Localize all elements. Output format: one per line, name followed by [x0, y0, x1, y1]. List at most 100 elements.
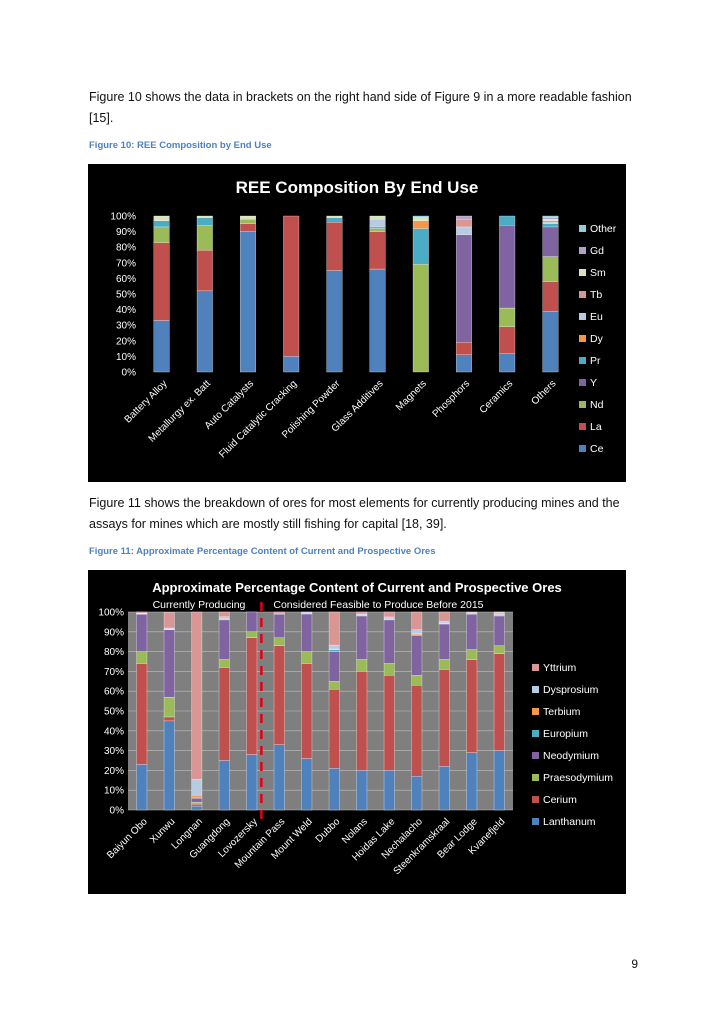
chart-ree-composition: REE Composition By End Use 0% 10% 20% 30% 40%…	[88, 164, 626, 482]
bar-segment-xunwu-neodymium	[163, 629, 175, 698]
bar-segment-others-eu	[542, 222, 559, 224]
bar-segment-steenkramskraal-dysprosium	[438, 620, 450, 624]
bar-segment-lovozersky-lanthanum	[246, 754, 258, 811]
y-tick-label: 40%	[116, 305, 136, 316]
bar-segment-others-y	[542, 226, 559, 257]
legend-swatch-nd	[579, 401, 586, 408]
bar-segment-kvanefjeld-praesodymium	[493, 645, 505, 654]
bar-segment-phosphors-tb	[456, 218, 472, 228]
bar-segment-guangdong-praesodymium	[218, 659, 230, 668]
annotation-feasible-before-2015: Considered Feasible to Produce Before 20…	[273, 599, 483, 611]
y-tick-label: 100%	[98, 608, 124, 619]
bar-segment-metallurgy-ex-batt-la	[196, 250, 213, 292]
legend-swatch-praesodymium	[532, 774, 539, 781]
legend-swatch-neodymium	[532, 752, 539, 759]
bar-segment-longnan-yttrium	[191, 611, 203, 780]
paragraph-figure10-intro: Figure 10 shows the data in brackets on …	[89, 90, 632, 125]
legend-label-tb: Tb	[590, 289, 602, 301]
bar-segment-steenkramskraal-lanthanum	[438, 766, 450, 811]
legend-label-other: Other	[590, 223, 617, 235]
bar-segment-mountain-pass-cerium	[273, 645, 285, 745]
x-tick-label: Baiyun Obo	[105, 816, 150, 861]
legend-label-sm: Sm	[590, 267, 606, 279]
bar-segment-dubbo-lanthanum	[328, 768, 340, 811]
bar-segment-phosphors-la	[456, 342, 472, 355]
bar-segment-bear-lodge-yttrium	[466, 611, 478, 613]
bar-segment-polishing-powder-sm	[326, 215, 343, 218]
bar-segment-steenkramskraal-cerium	[438, 669, 450, 767]
y-tick-label: 0%	[110, 806, 125, 817]
bar-segment-battery-alloy-la	[153, 242, 170, 321]
x-tick-label: Ceramics	[478, 378, 516, 416]
bar-segment-hoidas-lake-lanthanum	[383, 770, 395, 811]
bar-segment-longnan-dysprosium	[191, 779, 203, 796]
bar-segment-longnan-neodymium	[191, 797, 203, 803]
bar-segment-xunwu-cerium	[163, 716, 175, 722]
y-tick-label: 30%	[116, 321, 136, 332]
bar-segment-mount-weld-lanthanum	[301, 758, 313, 811]
bar-segment-longnan-cerium	[191, 803, 203, 807]
chart-title: REE Composition By End Use	[236, 178, 479, 197]
page-number: 9	[631, 957, 638, 971]
bar-segment-mountain-pass-yttrium	[273, 611, 285, 614]
bar-segment-lovozersky-praesodymium	[246, 631, 258, 638]
bar-segment-guangdong-lanthanum	[218, 760, 230, 811]
legend-label-y: Y	[590, 377, 597, 389]
legend-swatch-other	[579, 225, 586, 232]
bar-segment-ceramics-nd	[499, 307, 516, 327]
x-tick-label: Battery Alloy	[123, 378, 170, 425]
legend-swatch-sm	[579, 269, 586, 276]
legend-label-cerium: Cerium	[543, 794, 577, 806]
bar-segment-phosphors-gd	[456, 215, 472, 220]
figure11-caption: Figure 11: Approximate Percentage Conten…	[89, 546, 436, 557]
bar-segment-phosphors-eu	[456, 226, 472, 235]
bar-segment-longnan-praesodymium	[191, 801, 203, 805]
chart-ore-content: Approximate Percentage Content of Curren…	[88, 570, 626, 894]
y-tick-label: 40%	[104, 726, 124, 737]
bar-segment-auto-catalysts-ce	[240, 231, 256, 373]
y-tick-label: 30%	[104, 746, 124, 757]
legend-label-yttrium: Yttrium	[543, 662, 577, 674]
bar-segment-kvanefjeld-yttrium	[493, 611, 505, 613]
legend-label-gd: Gd	[590, 245, 604, 257]
bar-segment-polishing-powder-la	[326, 222, 343, 271]
bar-segment-mount-weld-praesodymium	[301, 651, 313, 664]
bar-segment-xunwu-lanthanum	[163, 720, 175, 811]
bar-segment-longnan-terbium	[191, 794, 203, 798]
bar-segment-others-tb	[542, 220, 559, 223]
legend-label-ce: Ce	[590, 443, 604, 455]
bar-segment-battery-alloy-ce	[153, 320, 170, 373]
bar-segment-hoidas-lake-yttrium	[383, 611, 395, 618]
y-tick-label: 60%	[116, 274, 136, 285]
bar-segment-magnets-pr	[412, 228, 429, 265]
bar-segment-nolans-cerium	[356, 671, 368, 771]
bar-segment-glass-additives-eu	[369, 218, 386, 228]
bar-segment-phosphors-ce	[456, 354, 472, 373]
legend-label-nd: Nd	[590, 399, 604, 411]
bar-segment-ceramics-pr	[499, 215, 516, 226]
legend-label-pr: Pr	[590, 355, 601, 367]
bar-segment-glass-additives-sm	[369, 215, 386, 220]
bar-segment-bear-lodge-lanthanum	[466, 752, 478, 811]
bar-segment-battery-alloy-sm	[153, 215, 170, 221]
legend-swatch-dysprosium	[532, 686, 539, 693]
y-tick-label: 50%	[104, 707, 124, 718]
bar-segment-metallurgy-ex-batt-pr	[196, 217, 213, 226]
bar-segment-dubbo-europium	[328, 649, 340, 652]
bar-segment-others-other	[542, 215, 559, 218]
bar-segment-steenkramskraal-yttrium	[438, 611, 450, 622]
bar-segment-nolans-yttrium	[356, 611, 368, 615]
legend-swatch-tb	[579, 291, 586, 298]
legend-label-la: La	[590, 421, 602, 433]
y-tick-label: 70%	[116, 258, 136, 269]
bar-segment-xunwu-yttrium	[163, 612, 175, 629]
bar-segment-bear-lodge-neodymium	[466, 613, 478, 650]
bar-segment-nechalacho-yttrium	[411, 611, 423, 630]
bar-segment-others-sm	[542, 218, 559, 221]
y-tick-label: 90%	[104, 627, 124, 638]
bar-segment-nechalacho-neodymium	[411, 635, 423, 676]
y-tick-label: 70%	[104, 667, 124, 678]
x-tick-label: Others	[530, 378, 559, 407]
x-tick-label: Phosphors	[431, 378, 473, 420]
legend-label-dysprosium: Dysprosium	[543, 684, 599, 696]
